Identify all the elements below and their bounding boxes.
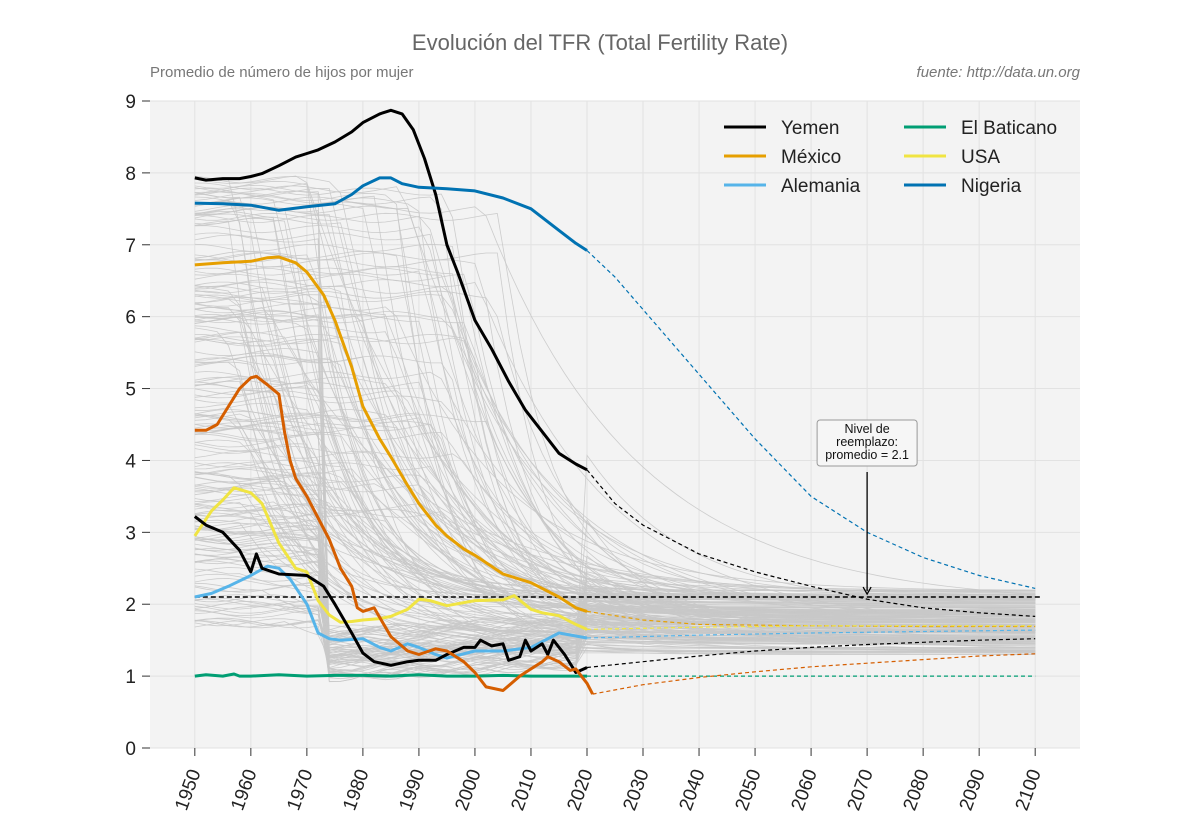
y-tick-label: 3 <box>125 523 136 544</box>
series-yemen <box>194 108 1036 617</box>
y-tick-label: 1 <box>125 667 136 688</box>
x-tick-label: 1970 <box>283 767 317 814</box>
x-tick-label: 2060 <box>788 767 822 814</box>
legend-label: El Baticano <box>961 118 1057 139</box>
y-tick-label: 5 <box>125 380 136 401</box>
series-nigeria <box>194 176 1036 589</box>
background-country-line <box>194 187 1036 632</box>
y-tick-label: 4 <box>125 451 136 472</box>
annotation-text: reemplazo: <box>836 435 898 449</box>
background-country-line <box>194 290 1036 595</box>
background-country-line <box>194 558 1036 669</box>
legend-label: Nigeria <box>961 176 1022 197</box>
background-country-line <box>194 302 1036 591</box>
background-country-line <box>194 503 1036 612</box>
series-line <box>193 515 588 674</box>
series-extra-7 <box>194 374 1036 695</box>
y-tick-label: 8 <box>125 164 136 185</box>
series-el-baticano <box>194 672 1036 678</box>
background-country-line <box>194 584 1036 665</box>
background-country-line <box>194 512 1036 604</box>
x-tick-label: 2030 <box>620 767 654 814</box>
y-tick-label: 2 <box>125 595 136 616</box>
background-country-line <box>194 197 1036 601</box>
background-country-lines <box>194 175 1036 683</box>
annotation-box <box>816 419 918 467</box>
background-country-line <box>194 423 1036 614</box>
x-tick-label: 2020 <box>563 767 597 814</box>
legend-label: Yemen <box>781 118 839 139</box>
series-usa <box>193 486 1036 631</box>
x-tick-label: 1950 <box>171 767 205 814</box>
background-country-line <box>194 290 1036 628</box>
x-tick-label: 2100 <box>1012 767 1046 814</box>
series-extra-6 <box>193 515 1036 674</box>
chart-title: Evolución del TFR (Total Fertility Rate) <box>411 30 789 55</box>
background-country-line <box>194 205 1036 595</box>
series-projection-line <box>586 625 1036 630</box>
background-country-line <box>194 252 1036 643</box>
series-line <box>194 176 588 252</box>
background-country-line <box>194 443 1036 655</box>
background-country-line <box>194 395 1036 606</box>
background-country-line <box>194 616 1036 672</box>
series-line <box>193 486 588 631</box>
background-country-line <box>194 243 1036 641</box>
series-projection-line <box>586 629 1036 639</box>
background-country-line <box>194 192 1036 653</box>
x-tick-label: 1990 <box>395 767 429 814</box>
annotation-arrowhead <box>862 586 872 596</box>
background-country-line <box>194 294 1036 637</box>
background-country-line <box>194 519 1036 657</box>
background-country-line <box>194 175 1036 639</box>
series-projection-line <box>592 653 1036 695</box>
background-country-line <box>194 307 1036 596</box>
series-line <box>194 255 588 613</box>
y-tick-label: 6 <box>125 308 136 329</box>
series-projection-line <box>586 469 1036 617</box>
series-projection-line <box>586 610 1036 628</box>
chart-subtitle: Promedio de número de hijos por mujer <box>150 64 414 81</box>
series-layer <box>193 108 1036 695</box>
series-m-xico <box>194 255 1036 628</box>
background-country-line <box>194 582 1036 645</box>
x-tick-label: 2040 <box>676 767 710 814</box>
series-projection-line <box>586 638 1036 669</box>
x-tick-label: 2050 <box>732 767 766 814</box>
series-line <box>194 108 588 472</box>
background-country-line <box>194 212 1036 600</box>
x-tick-label: 2010 <box>507 767 541 814</box>
x-tick-label: 2090 <box>956 767 990 814</box>
series-line <box>194 672 587 678</box>
legend-label: Alemania <box>781 176 861 197</box>
y-tick-label: 7 <box>125 236 136 257</box>
x-tick-label: 1980 <box>339 767 373 814</box>
series-projection-line <box>586 250 1036 589</box>
background-country-line <box>194 536 1036 651</box>
x-tick-label: 2070 <box>844 767 878 814</box>
x-tick-label: 2080 <box>900 767 934 814</box>
chart-source: fuente: http://data.un.org <box>916 64 1080 81</box>
y-tick-label: 9 <box>125 92 136 113</box>
background-country-line <box>194 618 1036 662</box>
background-country-line <box>194 403 1036 625</box>
legend-label: USA <box>961 147 1000 168</box>
background-country-line <box>194 316 1036 597</box>
legend: Yemen México Alemania El Baticano USA Nigeria <box>724 118 1057 197</box>
background-country-line <box>194 281 1036 658</box>
annotation-text: Nivel de <box>845 422 890 436</box>
x-tick-label: 1960 <box>227 767 261 814</box>
annotation-text: promedio = 2.1 <box>825 448 909 462</box>
x-tick-label: 2000 <box>451 767 485 814</box>
legend-label: México <box>781 147 841 168</box>
series-line <box>194 374 594 695</box>
y-tick-label: 0 <box>125 739 136 760</box>
background-country-line <box>194 281 1036 655</box>
